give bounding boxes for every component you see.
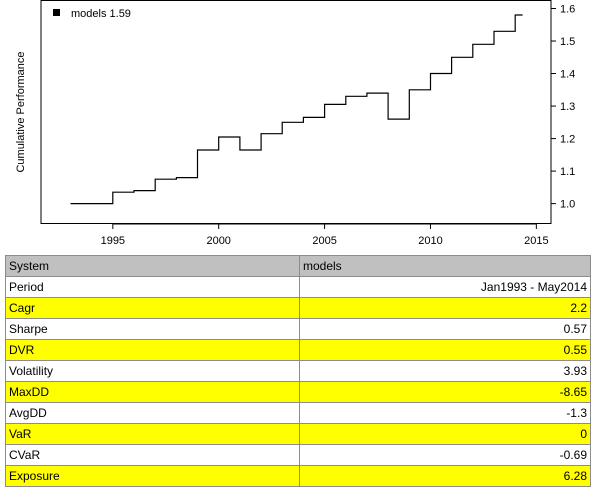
y-axis: 1.0 1.1 1.2 1.3 1.4 1.5 1.6 xyxy=(550,4,575,211)
y-tick-label: 1.5 xyxy=(560,36,575,48)
row-label: Volatility xyxy=(5,360,300,382)
y-tick-label: 1.3 xyxy=(560,101,575,113)
table-row: Volatility 3.93 xyxy=(5,360,591,382)
y-tick-label: 1.1 xyxy=(560,166,575,178)
row-label: AvgDD xyxy=(5,402,300,424)
x-tick-label: 2015 xyxy=(524,235,548,247)
series-group xyxy=(70,14,523,205)
table-row: Cagr 2.2 xyxy=(5,297,591,319)
y-tick-label: 1.0 xyxy=(560,199,575,211)
x-axis: 1995 2000 2005 2010 2015 xyxy=(101,223,549,247)
row-label: VaR xyxy=(5,423,300,445)
row-value: -1.3 xyxy=(299,402,591,424)
table-row: CVaR -0.69 xyxy=(5,444,591,466)
x-tick-label: 2010 xyxy=(418,235,442,247)
row-label: DVR xyxy=(5,339,300,361)
performance-chart: models 1.59 Cumulative Performance 1995 2… xyxy=(15,0,575,247)
row-label: Cagr xyxy=(5,297,300,319)
y-tick-label: 1.6 xyxy=(560,4,575,16)
table-row: AvgDD -1.3 xyxy=(5,402,591,424)
row-value: 6.28 xyxy=(299,465,591,487)
row-value: Jan1993 - May2014 xyxy=(299,276,591,298)
table-row: Sharpe 0.57 xyxy=(5,318,591,340)
row-value: 0 xyxy=(299,423,591,445)
table-row: DVR 0.55 xyxy=(5,339,591,361)
row-label: CVaR xyxy=(5,444,300,466)
row-value: -0.69 xyxy=(299,444,591,466)
row-value: 0.57 xyxy=(299,318,591,340)
row-label: Sharpe xyxy=(5,318,300,340)
y-axis-label: Cumulative Performance xyxy=(15,51,27,172)
header-system: System xyxy=(5,255,300,277)
row-value: -8.65 xyxy=(299,381,591,403)
row-label: MaxDD xyxy=(5,381,300,403)
table-row: Exposure 6.28 xyxy=(5,465,591,487)
table-row: MaxDD -8.65 xyxy=(5,381,591,403)
legend-label: models 1.59 xyxy=(71,8,131,20)
row-label: Exposure xyxy=(5,465,300,487)
x-tick-label: 1995 xyxy=(101,235,125,247)
x-tick-label: 2000 xyxy=(206,235,230,247)
row-label: Period xyxy=(5,276,300,298)
row-value: 0.55 xyxy=(299,339,591,361)
y-tick-label: 1.4 xyxy=(560,69,575,81)
legend: models 1.59 xyxy=(53,8,131,20)
series-line-models xyxy=(70,14,523,205)
stats-table: System models Period Jan1993 - May2014 Cagr 2… xyxy=(5,255,591,487)
plot-frame xyxy=(40,0,552,224)
row-value: 2.2 xyxy=(299,297,591,319)
table-row: VaR 0 xyxy=(5,423,591,445)
x-tick-label: 2005 xyxy=(312,235,336,247)
row-value: 3.93 xyxy=(299,360,591,382)
legend-swatch xyxy=(53,9,60,16)
table-row: Period Jan1993 - May2014 xyxy=(5,276,591,298)
header-models: models xyxy=(299,255,591,277)
table-header-row: System models xyxy=(5,255,591,277)
y-tick-label: 1.2 xyxy=(560,134,575,146)
